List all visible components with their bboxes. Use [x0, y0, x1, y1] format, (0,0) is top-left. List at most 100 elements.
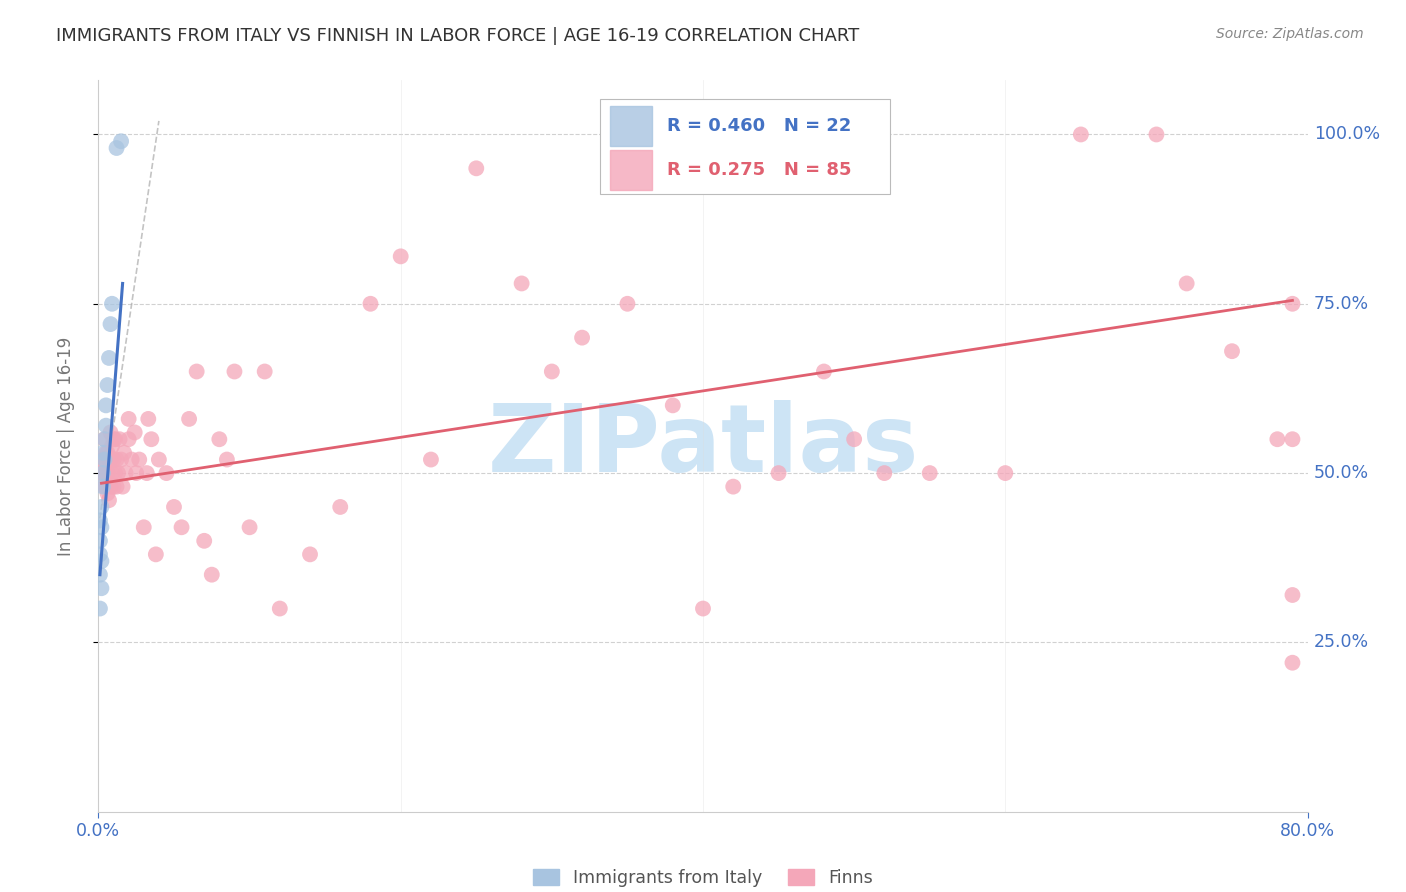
FancyBboxPatch shape	[600, 99, 890, 194]
Point	[90, 581, 112, 595]
Point	[111, 480, 134, 494]
Point	[155, 466, 177, 480]
Point	[93, 452, 115, 467]
Point	[661, 398, 683, 412]
Point	[104, 432, 127, 446]
Point	[110, 452, 132, 467]
Point	[208, 432, 231, 446]
Point	[103, 432, 125, 446]
Point	[94, 480, 117, 494]
Point	[93, 452, 115, 467]
Point	[100, 480, 122, 494]
Point	[94, 446, 117, 460]
Point	[101, 439, 124, 453]
Point	[768, 466, 790, 480]
Point	[114, 466, 136, 480]
Point	[128, 452, 150, 467]
Point	[201, 567, 224, 582]
Point	[1265, 432, 1288, 446]
Point	[813, 364, 835, 378]
Point	[103, 452, 125, 467]
Legend: Immigrants from Italy, Finns: Immigrants from Italy, Finns	[533, 869, 873, 888]
Point	[105, 141, 128, 155]
Point	[269, 601, 291, 615]
Text: 100.0%: 100.0%	[1313, 126, 1379, 144]
Point	[90, 554, 112, 568]
Point	[1144, 128, 1167, 142]
Point	[91, 466, 114, 480]
Text: R = 0.460   N = 22: R = 0.460 N = 22	[666, 117, 851, 135]
Point	[540, 364, 562, 378]
Point	[118, 412, 141, 426]
Point	[721, 480, 744, 494]
Point	[994, 466, 1017, 480]
Point	[90, 466, 112, 480]
Point	[94, 466, 117, 480]
Point	[215, 452, 238, 467]
Point	[91, 446, 114, 460]
Point	[616, 297, 638, 311]
Point	[253, 364, 276, 378]
Point	[118, 432, 141, 446]
Text: 50.0%: 50.0%	[1313, 464, 1369, 482]
Point	[89, 547, 111, 561]
Point	[105, 480, 128, 494]
Point	[1220, 344, 1243, 359]
Point	[94, 418, 117, 433]
Point	[419, 452, 441, 467]
Point	[100, 317, 122, 331]
Point	[96, 486, 118, 500]
Point	[89, 567, 111, 582]
Point	[141, 432, 163, 446]
Point	[96, 446, 118, 460]
Text: Source: ZipAtlas.com: Source: ZipAtlas.com	[1216, 27, 1364, 41]
Point	[98, 493, 121, 508]
Point	[101, 466, 124, 480]
Y-axis label: In Labor Force | Age 16-19: In Labor Force | Age 16-19	[56, 336, 75, 556]
Point	[844, 432, 866, 446]
Point	[125, 466, 148, 480]
Point	[1070, 128, 1092, 142]
Point	[104, 466, 127, 480]
Point	[98, 351, 121, 365]
Point	[101, 297, 124, 311]
Point	[121, 452, 143, 467]
Point	[193, 533, 215, 548]
Point	[224, 364, 246, 378]
Point	[96, 378, 118, 392]
Point	[93, 432, 115, 446]
Point	[918, 466, 941, 480]
Text: R = 0.275   N = 85: R = 0.275 N = 85	[666, 161, 851, 179]
Point	[571, 331, 593, 345]
Point	[1281, 432, 1303, 446]
Point	[96, 466, 118, 480]
Point	[136, 412, 159, 426]
Point	[91, 466, 114, 480]
Bar	[610, 150, 652, 190]
Point	[1175, 277, 1198, 291]
Point	[132, 520, 155, 534]
Point	[177, 412, 201, 426]
Point	[108, 432, 131, 446]
Point	[145, 547, 167, 561]
Point	[89, 533, 111, 548]
Point	[89, 601, 111, 615]
Point	[692, 601, 714, 615]
Point	[112, 446, 135, 460]
Point	[389, 249, 412, 263]
Point	[163, 500, 186, 514]
Bar	[610, 106, 652, 146]
Point	[873, 466, 896, 480]
Point	[90, 520, 112, 534]
Point	[94, 398, 117, 412]
Point	[510, 277, 533, 291]
Point	[329, 500, 352, 514]
Point	[93, 432, 115, 446]
Point	[1281, 588, 1303, 602]
Point	[110, 134, 132, 148]
Point	[98, 452, 121, 467]
Point	[239, 520, 262, 534]
Point	[124, 425, 146, 440]
Point	[89, 514, 111, 528]
Point	[360, 297, 382, 311]
